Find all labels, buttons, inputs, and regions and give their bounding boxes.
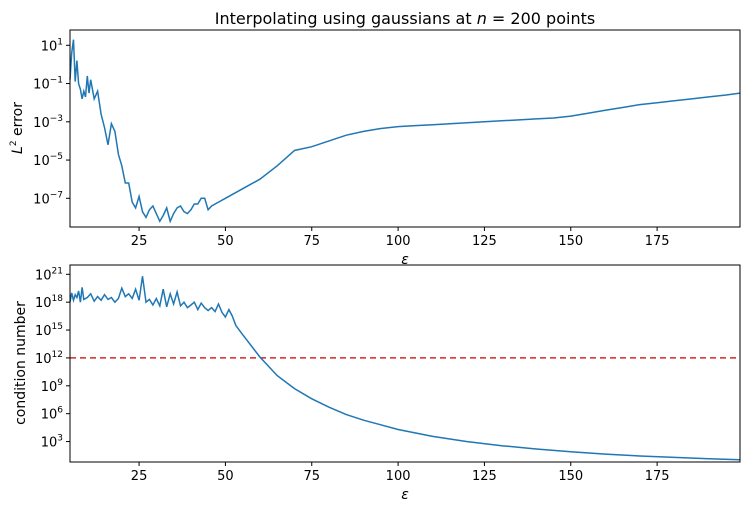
x-tick-label: 25 — [131, 469, 148, 484]
x-tick-label: 75 — [303, 234, 320, 249]
error-chart: Interpolating using gaussians at n = 200… — [9, 9, 741, 268]
y-tick-label: 10−1 — [33, 76, 63, 93]
y-tick-label: 1018 — [35, 294, 63, 311]
x-tick-label: 50 — [217, 469, 234, 484]
x-tick-label: 150 — [558, 469, 583, 484]
condition-y-axis-label: condition number — [13, 301, 29, 425]
y-tick-label: 1021 — [35, 266, 63, 283]
y-tick-label: 1015 — [35, 322, 63, 339]
condition-number-chart: 25 50 75 100 125 150 175 1021 1018 1015 1012 109 10… — [13, 264, 741, 503]
condition-plot-frame — [69, 264, 741, 463]
y-tick-label: 10−3 — [33, 114, 63, 131]
y-tick-label: 106 — [41, 406, 64, 423]
x-tick-label: 25 — [131, 234, 148, 249]
error-y-axis-label: L2 error — [9, 102, 26, 154]
condition-series-line — [69, 276, 741, 461]
x-tick-label: 125 — [472, 234, 497, 249]
x-tick-label: 175 — [645, 234, 670, 249]
x-tick-label: 75 — [303, 469, 320, 484]
y-tick-label: 10−7 — [33, 190, 63, 207]
chart-title: Interpolating using gaussians at n = 200… — [215, 9, 595, 28]
y-tick-label: 10−5 — [33, 152, 63, 169]
y-tick-label: 1012 — [35, 350, 63, 367]
x-tick-label: 50 — [217, 234, 234, 249]
condition-x-axis-label: ε — [401, 487, 409, 503]
x-tick-label: 100 — [386, 234, 411, 249]
y-tick-label: 103 — [41, 434, 63, 451]
x-tick-label: 175 — [645, 469, 670, 484]
y-tick-label: 109 — [41, 378, 64, 395]
y-tick-label: 101 — [41, 37, 63, 54]
x-tick-label: 125 — [472, 469, 497, 484]
x-tick-label: 100 — [386, 469, 411, 484]
x-tick-label: 150 — [558, 234, 583, 249]
error-x-axis-label: ε — [401, 252, 409, 268]
error-series-line — [69, 39, 741, 224]
error-plot-frame — [69, 29, 741, 228]
